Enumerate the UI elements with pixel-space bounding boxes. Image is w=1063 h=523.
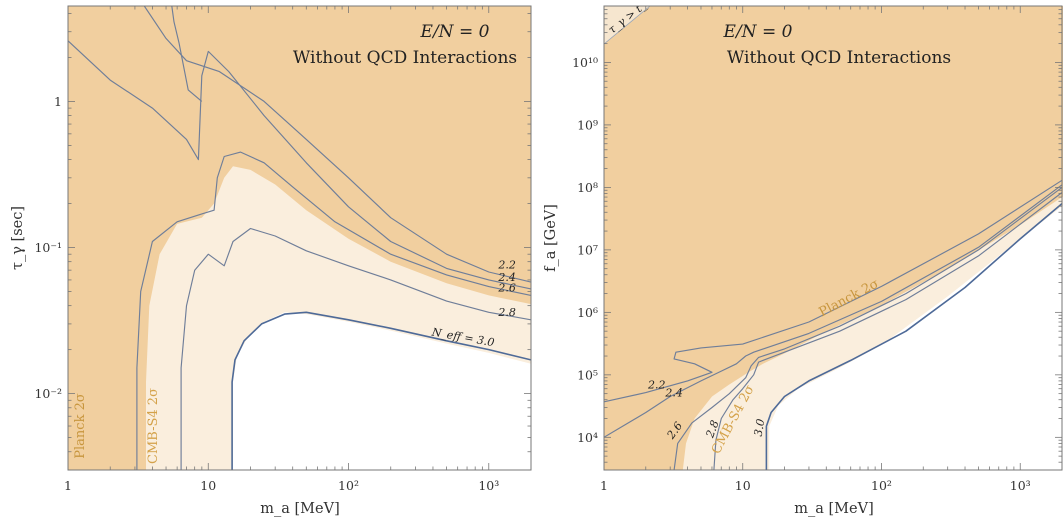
right-x-tick-label: 1 [600, 478, 608, 493]
right-y-tick-label: 10⁸ [577, 180, 598, 195]
left-contour-label-2: 2.6 [497, 282, 515, 295]
left-chart-panel: 2.22.42.62.8N_eff = 3.0 Planck 2σ CMB-S4 … [10, 5, 532, 517]
right-contour-lines [604, 179, 1063, 470]
right-y-axis-label: f_a [GeV] [543, 204, 559, 272]
left-x-tick-label: 10² [338, 478, 359, 493]
right-contour-line-0 [765, 202, 1063, 470]
right-contour-line-2 [673, 186, 1063, 470]
left-allowed-region [233, 312, 531, 470]
left-region-label-1: CMB-S4 2σ [146, 388, 161, 464]
left-axis-ticks: 1 10 10² 10³ 10⁻² 10⁻¹ 1 [34, 6, 532, 493]
right-contour-line-1 [713, 192, 1063, 470]
right-contour-line-3 [604, 184, 1063, 438]
right-annotation-line1: E/N = 0 [723, 22, 793, 42]
left-y-tick-label: 10⁻¹ [34, 240, 62, 255]
left-contour-label-1: 2.4 [497, 271, 515, 284]
right-x-tick-label: 10² [871, 478, 892, 493]
left-annotation-line1: E/N = 0 [420, 22, 490, 42]
left-x-axis-label: m_a [MeV] [260, 501, 339, 517]
left-contour-line-5 [171, 6, 203, 102]
right-y-tick-label: 10⁴ [577, 430, 598, 445]
right-contour-label-0: 2.2 [647, 379, 666, 392]
right-contour-line-4 [604, 179, 1063, 403]
left-y-tick-label: 10⁻² [34, 386, 62, 401]
left-annotation-line2: Without QCD Interactions [293, 48, 517, 68]
right-y-tick-label: 10⁹ [577, 117, 598, 132]
left-region-label-0: Planck 2σ [73, 393, 88, 459]
left-contour-line-3 [68, 40, 531, 290]
right-annotation-line2: Without QCD Interactions [727, 48, 951, 68]
left-contour-label-0: 2.2 [497, 258, 515, 271]
right-x-axis-label: m_a [MeV] [794, 501, 873, 517]
right-contour-label-4: 3.0 [752, 418, 768, 437]
right-y-tick-label: 10¹⁰ [572, 55, 598, 70]
right-allowed-region [769, 206, 1063, 470]
right-contour-labels: 2.22.42.6 2.8 3.0 [647, 379, 767, 442]
left-contour-line-2 [136, 151, 531, 470]
left-y-axis-label: τ_γ [sec] [10, 206, 26, 270]
right-plot-frame [603, 5, 1063, 471]
right-y-tick-label: 10⁶ [577, 305, 598, 320]
left-contour-line-1 [180, 227, 531, 470]
right-y-tick-label: 10⁵ [577, 367, 598, 382]
left-contour-line-0 [231, 311, 531, 470]
right-x-tick-label: 10³ [1010, 478, 1031, 493]
left-x-tick-label: 1 [64, 478, 72, 493]
left-y-tick-label: 1 [54, 94, 62, 109]
left-contour-line-4 [143, 6, 531, 283]
right-axis-ticks: 1 10 10² 10³ 10⁴ 10⁵ 10⁶ 10⁷ 10⁸ 10⁹ 10¹⁰ [572, 5, 1063, 493]
left-contour-lines [68, 6, 531, 470]
left-region-labels: Planck 2σ CMB-S4 2σ [73, 388, 161, 464]
right-contour-label-3: 2.8 [703, 419, 722, 441]
right-tcmb-corner-region [604, 6, 651, 45]
left-x-tick-label: 10 [200, 478, 216, 493]
right-y-tick-label: 10⁷ [577, 242, 598, 257]
left-plot-frame [67, 5, 532, 471]
right-x-tick-label: 10 [735, 478, 751, 493]
left-contour-label-3: 2.8 [497, 306, 515, 319]
right-contour-label-1: 2.4 [664, 387, 683, 400]
left-x-tick-label: 10³ [478, 478, 499, 493]
